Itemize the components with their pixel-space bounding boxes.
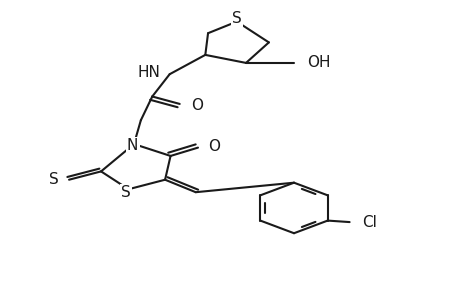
Text: O: O xyxy=(191,98,203,113)
Text: S: S xyxy=(231,11,241,26)
Text: S: S xyxy=(49,172,59,187)
Text: OH: OH xyxy=(306,56,330,70)
Text: Cl: Cl xyxy=(362,214,376,230)
Text: N: N xyxy=(127,138,138,153)
Text: HN: HN xyxy=(137,65,160,80)
Text: S: S xyxy=(121,185,131,200)
Text: O: O xyxy=(207,139,219,154)
